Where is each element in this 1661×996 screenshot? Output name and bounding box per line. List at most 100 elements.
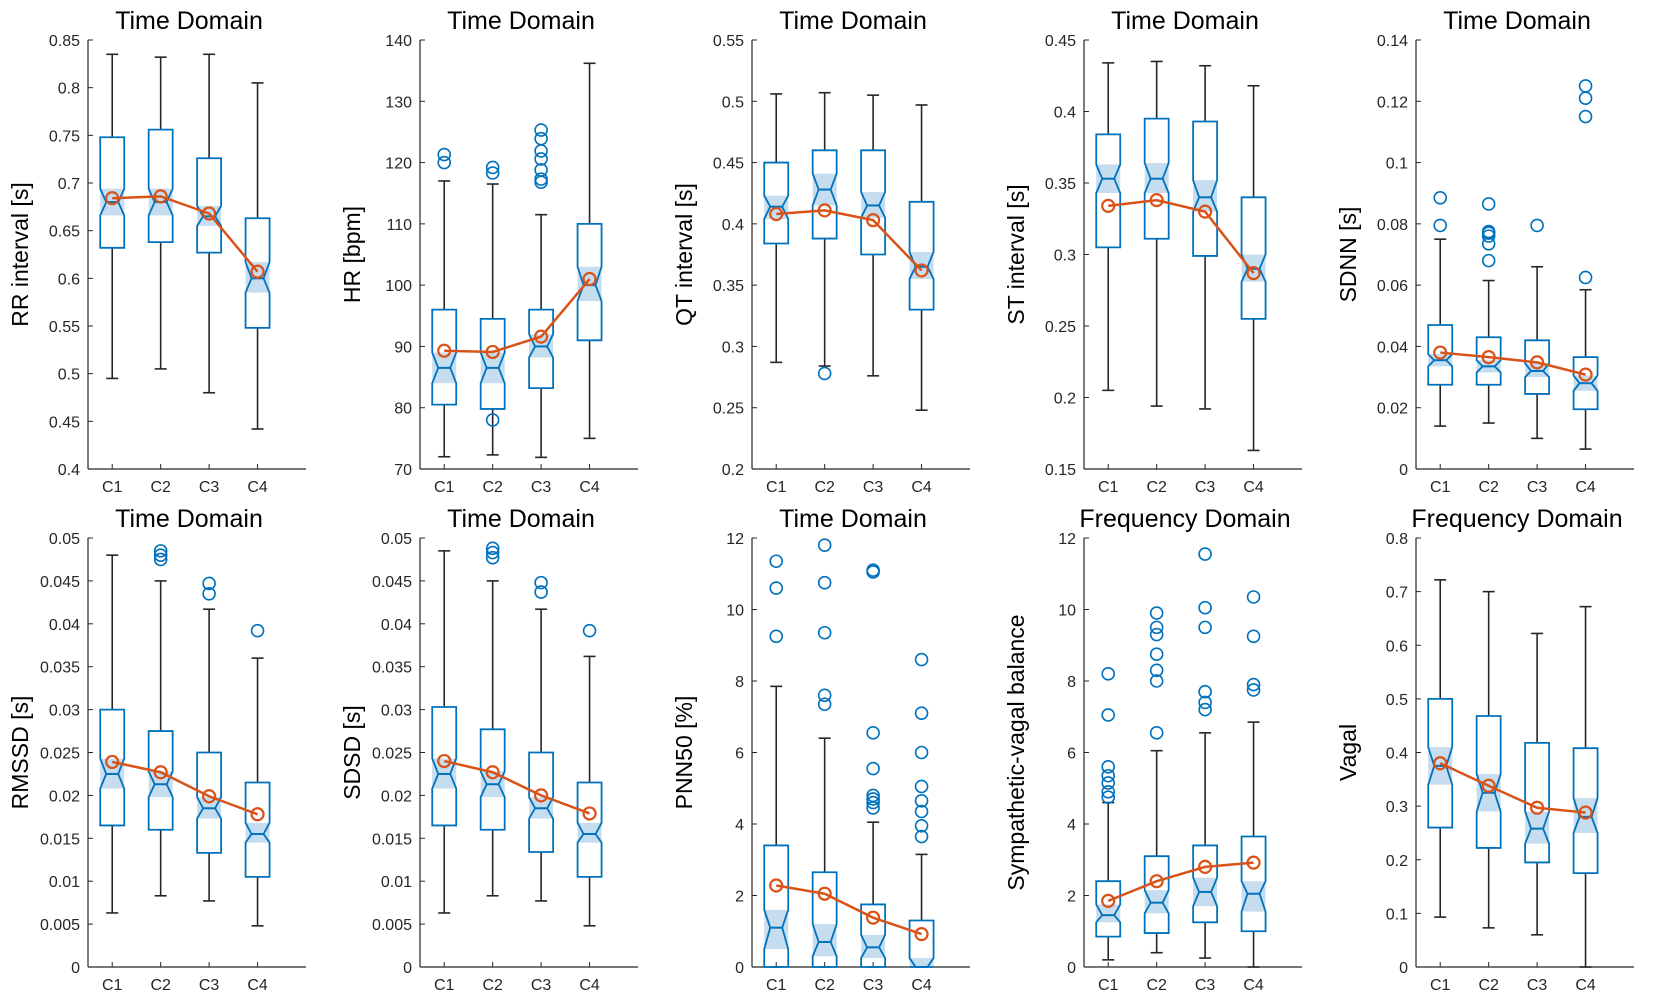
panel-8: Time Domain PNN50 [%] 0 2 4 6 8 10 12 C1 C2 C3 C4 xyxy=(671,505,970,994)
y-axis-label: HR [bpm] xyxy=(339,206,365,303)
y-tick-label: 0.04 xyxy=(1377,339,1408,356)
y-tick-label: 90 xyxy=(394,339,412,356)
mean-marker-c1 xyxy=(437,753,452,769)
mean-marker-c2 xyxy=(153,189,168,204)
y-tick-label: 2 xyxy=(1067,889,1076,906)
x-tick-label: C4 xyxy=(1243,479,1264,496)
mean-line xyxy=(111,760,258,816)
box-c1 xyxy=(1095,667,1122,961)
y-axis-label: Vagal xyxy=(1335,724,1361,781)
outlier-marker xyxy=(1198,620,1212,635)
outlier-marker xyxy=(1246,677,1261,692)
mean-marker-c1 xyxy=(105,191,120,206)
y-tick-label: 0.05 xyxy=(381,531,412,548)
y-tick-label: 0.55 xyxy=(49,319,80,336)
box-body xyxy=(99,136,126,249)
x-tick-label: C1 xyxy=(766,977,787,994)
mean-line xyxy=(1107,861,1254,903)
mean-marker-c1 xyxy=(769,206,784,222)
box-body xyxy=(431,308,458,406)
mean-marker-c2 xyxy=(1481,350,1496,365)
outlier-marker xyxy=(866,563,880,577)
mean-marker-c1 xyxy=(769,878,784,893)
y-axis-label: PNN50 [%] xyxy=(671,696,697,810)
outlier-marker xyxy=(1149,620,1164,635)
outlier-marker xyxy=(817,366,832,381)
x-tick-label: C3 xyxy=(863,977,884,994)
y-tick-label: 0.035 xyxy=(40,660,80,677)
outlier-marker xyxy=(1246,629,1261,644)
mean-marker-c3 xyxy=(202,789,217,804)
outlier-marker xyxy=(914,745,929,760)
box-body xyxy=(479,317,506,410)
mean-marker-c2 xyxy=(1481,778,1496,793)
panel-title: Time Domain xyxy=(1443,7,1591,35)
panel-1: Time Domain RR interval [s] 0.4 0.45 0.5 0.55… xyxy=(7,7,306,496)
outlier-marker xyxy=(1246,590,1261,604)
y-tick-label: 0.4 xyxy=(722,217,744,234)
y-tick-label: 0.12 xyxy=(1377,94,1408,111)
outlier-marker xyxy=(202,586,216,601)
outlier-marker xyxy=(1198,695,1212,710)
box-c3 xyxy=(528,575,555,902)
mean-line xyxy=(776,884,922,936)
x-tick-label: C4 xyxy=(247,479,268,496)
y-tick-label: 0.1 xyxy=(1386,156,1408,173)
box-c1 xyxy=(99,554,126,914)
y-tick-label: 0.5 xyxy=(722,94,744,111)
mean-marker-c2 xyxy=(1149,193,1164,208)
panel-title: Time Domain xyxy=(779,7,927,35)
y-tick-label: 0.2 xyxy=(722,462,744,479)
panel-9: Frequency Domain Sympathetic-vagal balanc… xyxy=(1003,505,1302,994)
outlier-marker xyxy=(485,160,500,175)
x-tick-label: C2 xyxy=(814,479,835,496)
y-tick-label: 0.015 xyxy=(372,831,412,848)
y-tick-label: 0.85 xyxy=(49,33,80,50)
outlier-marker xyxy=(534,152,548,166)
box-body xyxy=(1143,117,1170,240)
outlier-marker xyxy=(1149,663,1164,678)
x-tick-label: C4 xyxy=(579,977,600,994)
box-c2 xyxy=(147,56,174,370)
mean-marker-c2 xyxy=(153,765,168,780)
box-body xyxy=(1572,356,1599,411)
panel-title: Time Domain xyxy=(447,7,595,35)
x-tick-label: C2 xyxy=(1146,977,1167,994)
notch-band xyxy=(577,822,602,843)
box-c4 xyxy=(576,623,603,927)
y-tick-label: 0 xyxy=(1399,462,1408,479)
box-c4 xyxy=(244,82,271,430)
y-tick-label: 0.04 xyxy=(49,617,80,634)
x-tick-label: C2 xyxy=(1478,479,1499,496)
box-c2 xyxy=(811,91,838,381)
mean-marker-c3 xyxy=(866,213,881,228)
panel-6: Time Domain RMSSD [s] 0 0.005 0.01 0.015 0.02 0… xyxy=(7,505,306,994)
x-tick-label: C2 xyxy=(482,479,503,496)
mean-line xyxy=(444,278,591,354)
box-body xyxy=(196,751,223,854)
outlier-marker xyxy=(1433,218,1448,233)
outlier-marker xyxy=(914,793,929,808)
outlier-marker xyxy=(1101,708,1116,722)
mean-marker-c3 xyxy=(534,788,549,803)
y-tick-label: 0.4 xyxy=(1054,105,1076,122)
box-body xyxy=(763,161,790,245)
outlier-marker xyxy=(1149,647,1164,661)
mean-marker-c3 xyxy=(202,206,217,221)
box-body xyxy=(147,730,174,831)
panel-title: Time Domain xyxy=(115,7,263,35)
outlier-marker xyxy=(534,123,548,137)
outlier-marker xyxy=(866,726,880,740)
y-tick-label: 0.08 xyxy=(1377,217,1408,234)
box-body xyxy=(860,903,887,968)
mean-marker-c4 xyxy=(914,263,929,278)
mean-marker-c2 xyxy=(485,344,500,360)
box-c2 xyxy=(1143,60,1170,407)
y-tick-label: 0.06 xyxy=(1377,278,1408,295)
box-body xyxy=(1524,339,1551,395)
outlier-marker xyxy=(534,172,548,186)
y-tick-label: 0.8 xyxy=(58,81,80,98)
y-tick-label: 0 xyxy=(1399,960,1408,977)
box-c1 xyxy=(763,554,790,968)
